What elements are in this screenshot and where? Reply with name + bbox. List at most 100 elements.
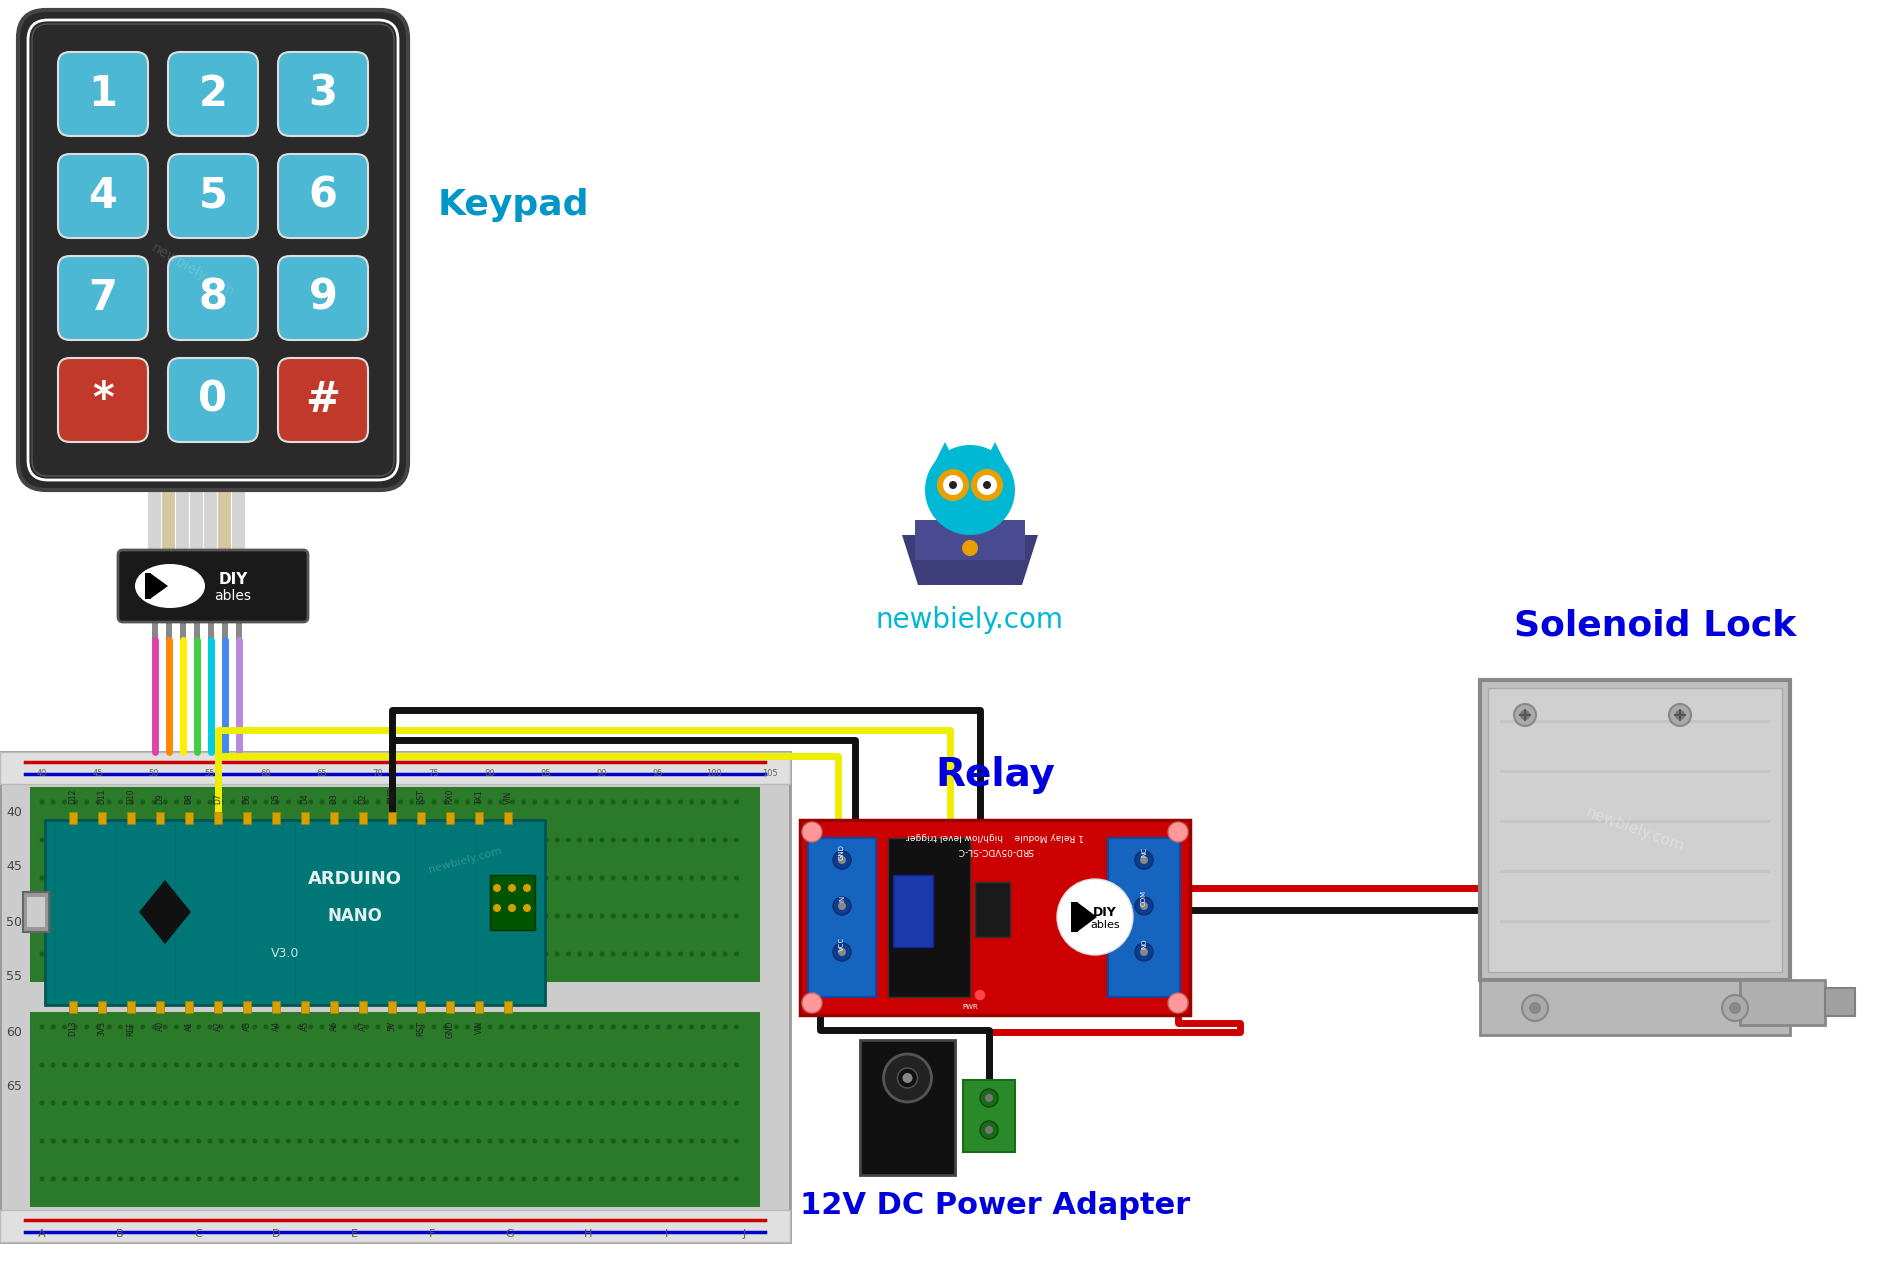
Circle shape [208, 952, 212, 957]
Circle shape [499, 1063, 503, 1068]
Circle shape [645, 876, 649, 881]
Circle shape [365, 1063, 369, 1068]
Text: PWR: PWR [963, 1004, 978, 1010]
Text: GND: GND [446, 1021, 454, 1039]
Circle shape [509, 904, 516, 913]
Circle shape [308, 876, 314, 881]
Circle shape [286, 1139, 291, 1144]
Circle shape [308, 1139, 314, 1144]
Circle shape [263, 1139, 269, 1144]
Circle shape [938, 469, 968, 501]
Circle shape [454, 952, 460, 957]
Circle shape [365, 914, 369, 919]
Circle shape [240, 1177, 246, 1182]
Circle shape [117, 1025, 123, 1029]
Circle shape [197, 1063, 200, 1068]
Bar [1500, 820, 1770, 823]
Circle shape [365, 876, 369, 881]
Text: D12: D12 [68, 789, 78, 804]
Text: 60: 60 [261, 770, 270, 779]
Circle shape [522, 952, 526, 957]
Circle shape [263, 876, 269, 881]
Circle shape [117, 800, 123, 804]
Circle shape [577, 1063, 582, 1068]
Circle shape [354, 838, 357, 843]
Circle shape [442, 1139, 448, 1144]
Circle shape [711, 952, 717, 957]
Circle shape [531, 1139, 537, 1144]
Circle shape [140, 1101, 146, 1106]
Bar [1070, 902, 1078, 932]
Circle shape [397, 914, 403, 919]
Circle shape [677, 800, 683, 804]
Text: 50: 50 [6, 915, 23, 929]
Circle shape [197, 1025, 200, 1029]
Circle shape [219, 800, 223, 804]
Circle shape [163, 800, 168, 804]
Circle shape [219, 1025, 223, 1029]
Circle shape [488, 876, 492, 881]
Text: 65: 65 [6, 1081, 23, 1093]
Circle shape [898, 1068, 917, 1088]
Text: D2: D2 [359, 794, 367, 804]
Circle shape [565, 914, 571, 919]
Circle shape [297, 914, 303, 919]
Circle shape [543, 1139, 548, 1144]
Circle shape [208, 914, 212, 919]
Circle shape [722, 1025, 728, 1029]
Circle shape [365, 838, 369, 843]
Circle shape [151, 800, 157, 804]
Circle shape [722, 1139, 728, 1144]
Circle shape [1057, 878, 1133, 956]
Circle shape [1515, 704, 1535, 726]
Circle shape [96, 876, 100, 881]
Circle shape [208, 800, 212, 804]
Circle shape [151, 1139, 157, 1144]
Bar [915, 520, 1025, 560]
Circle shape [668, 876, 671, 881]
Circle shape [622, 914, 628, 919]
Circle shape [354, 1101, 357, 1106]
Circle shape [219, 1177, 223, 1182]
Bar [889, 838, 970, 997]
Circle shape [174, 876, 180, 881]
Circle shape [320, 914, 325, 919]
Circle shape [208, 1063, 212, 1068]
Circle shape [386, 1063, 391, 1068]
Circle shape [354, 1177, 357, 1182]
Circle shape [554, 838, 560, 843]
Circle shape [454, 838, 460, 843]
Circle shape [522, 914, 526, 919]
Circle shape [963, 540, 978, 556]
Circle shape [274, 1101, 280, 1106]
Circle shape [511, 1063, 514, 1068]
Circle shape [297, 1025, 303, 1029]
FancyBboxPatch shape [59, 154, 147, 238]
Circle shape [554, 1177, 560, 1182]
Text: 9: 9 [308, 277, 337, 319]
Bar [446, 1001, 454, 1012]
Circle shape [376, 1101, 380, 1106]
Circle shape [408, 914, 414, 919]
Circle shape [386, 914, 391, 919]
Circle shape [331, 838, 337, 843]
Circle shape [51, 876, 55, 881]
Circle shape [565, 1063, 571, 1068]
Circle shape [554, 1025, 560, 1029]
Bar [1481, 680, 1791, 980]
Circle shape [488, 1025, 492, 1029]
Text: VCC: VCC [840, 937, 845, 951]
Circle shape [465, 1139, 471, 1144]
Circle shape [511, 1025, 514, 1029]
Circle shape [442, 838, 448, 843]
Circle shape [588, 1177, 594, 1182]
Circle shape [263, 952, 269, 957]
Circle shape [622, 800, 628, 804]
Circle shape [633, 876, 637, 881]
Circle shape [240, 1025, 246, 1029]
Circle shape [554, 800, 560, 804]
Circle shape [208, 1177, 212, 1182]
Circle shape [734, 1139, 739, 1144]
Circle shape [477, 800, 482, 804]
Circle shape [320, 1063, 325, 1068]
